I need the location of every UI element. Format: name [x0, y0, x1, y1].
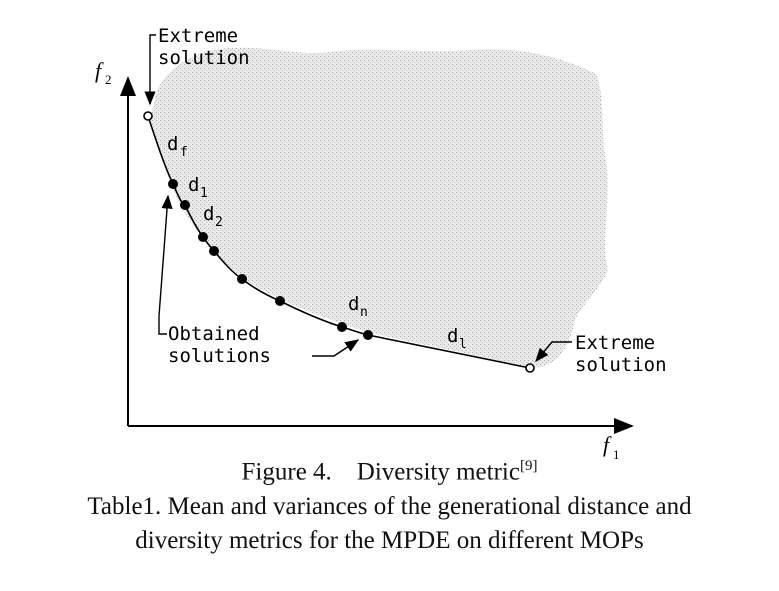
- feasible-region: [150, 47, 608, 368]
- x-axis-label: f: [603, 432, 612, 457]
- obtained-solution-point: [275, 296, 285, 306]
- distance-label-dl-sub: l: [459, 337, 467, 352]
- distance-label-d1: d: [188, 174, 199, 196]
- distance-label-df-sub: f: [180, 145, 188, 160]
- obtained-solution-point: [237, 274, 247, 284]
- figure-caption-text: Figure 4. Diversity metric: [241, 458, 520, 486]
- extreme-solution-top-point: [143, 111, 153, 121]
- extreme-solution-top-label-1: Extreme: [158, 25, 238, 47]
- extreme-solution-right-label-1: Extreme: [575, 332, 655, 354]
- table-caption-line-1: Table1. Mean and variances of the genera…: [87, 493, 692, 520]
- figure-caption: Figure 4. Diversity metric[9]: [0, 458, 779, 486]
- distance-label-d2: d: [203, 203, 214, 225]
- y-axis-label: f: [95, 58, 104, 83]
- extreme-solution-right-arrow: [535, 341, 572, 363]
- obtained-solution-point: [363, 330, 373, 340]
- obtained-solution-point: [168, 179, 178, 189]
- obtained-solutions-arrow-lower: [312, 339, 360, 357]
- obtained-solutions-label-2: solutions: [168, 345, 271, 367]
- extreme-solution-top-arrow: [144, 34, 156, 106]
- obtained-solution-point: [198, 232, 208, 242]
- extreme-solution-right-label-2: solution: [575, 354, 667, 376]
- figure-caption-ref: [9]: [519, 458, 538, 474]
- distance-label-dn: d: [348, 293, 359, 315]
- obtained-solution-point: [180, 200, 190, 210]
- distance-label-dl: d: [447, 325, 458, 347]
- x-axis-label-sub: 1: [613, 447, 620, 462]
- extreme-solution-right-point: [525, 363, 535, 373]
- obtained-solution-point: [337, 322, 347, 332]
- extreme-solution-top-label-2: solution: [158, 47, 250, 69]
- y-axis-label-sub: 2: [105, 72, 112, 87]
- distance-label-d2-sub: 2: [215, 215, 223, 230]
- obtained-solutions-arrow-upper: [158, 194, 173, 335]
- table-caption-line-2: diversity metrics for the MPDE on differ…: [135, 527, 644, 554]
- obtained-solutions-label-1: Obtained: [168, 323, 260, 345]
- distance-label-d1-sub: 1: [200, 186, 208, 201]
- distance-label-df: d: [167, 133, 178, 155]
- obtained-solution-point: [209, 246, 219, 256]
- distance-label-dn-sub: n: [360, 305, 368, 320]
